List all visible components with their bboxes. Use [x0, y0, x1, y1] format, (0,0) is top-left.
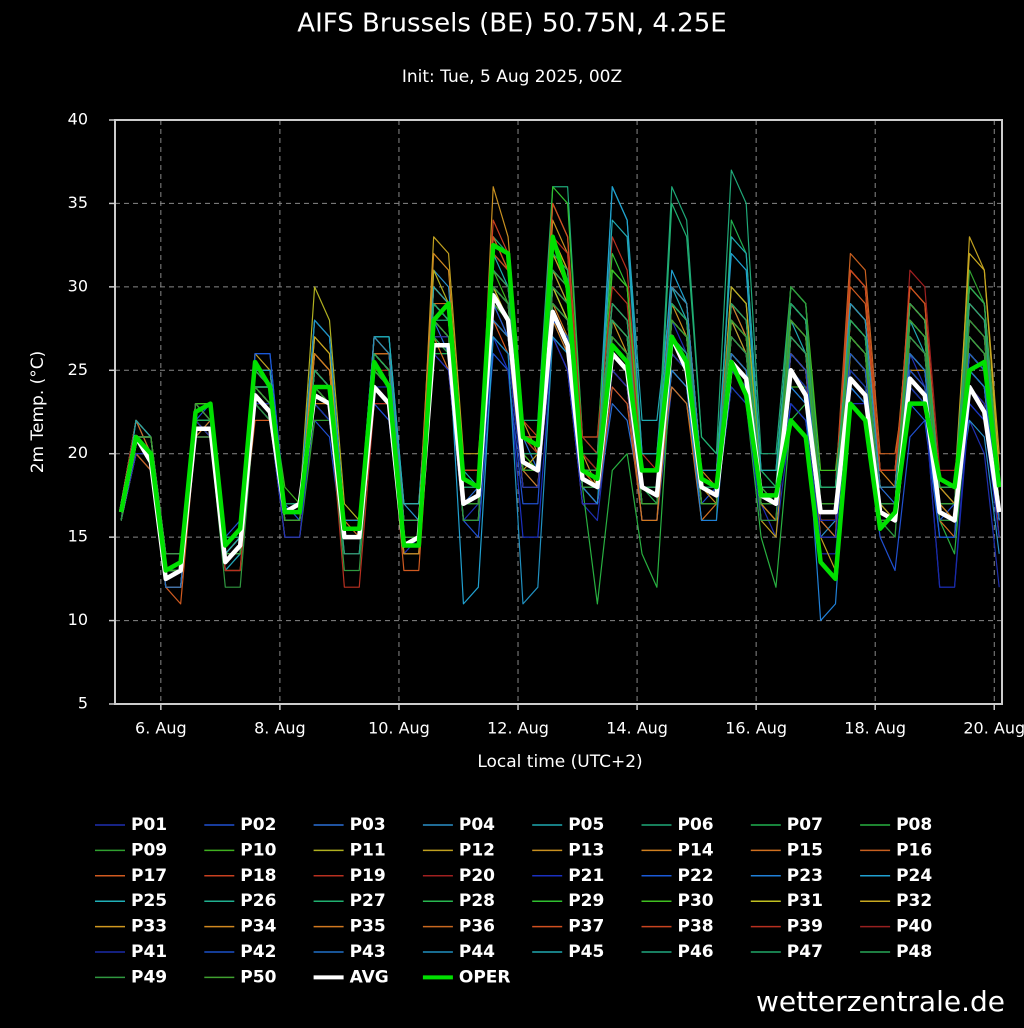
legend-label: P11 [350, 840, 386, 860]
legend-label: P23 [787, 866, 823, 886]
legend-label: P09 [131, 840, 167, 860]
legend-label: P04 [459, 815, 495, 835]
y-tick-label: 25 [68, 360, 88, 379]
legend-label: P46 [678, 942, 714, 962]
x-tick-label: 18. Aug [844, 719, 906, 738]
legend-label: P17 [131, 866, 167, 886]
legend-label: P38 [678, 917, 714, 937]
legend-label: P26 [240, 891, 276, 911]
x-tick-label: 16. Aug [725, 719, 787, 738]
y-tick-label: 35 [68, 193, 88, 212]
legend-label: P01 [131, 815, 167, 835]
legend-label: P24 [896, 866, 932, 886]
legend-label: P21 [568, 866, 604, 886]
chart-title: AIFS Brussels (BE) 50.75N, 4.25E [297, 9, 726, 39]
legend-label: P13 [568, 840, 604, 860]
y-tick-label: 10 [68, 610, 88, 629]
legend-label: P07 [787, 815, 823, 835]
legend-label: P22 [678, 866, 714, 886]
plot-frame [114, 119, 1003, 705]
axes: 5 10 15 20 25 30 35 40 6. Aug 8. Aug 10. Aug 12. Au… [68, 110, 1024, 738]
legend-label: P34 [240, 917, 276, 937]
legend: P01 P02 P03 P04 P05 P06 P07 P08 P09 P10 P11 P12 P13 P… [95, 815, 932, 987]
x-tick-label: 20. Aug [963, 719, 1024, 738]
legend-label: P15 [787, 840, 823, 860]
legend-label: P37 [568, 917, 604, 937]
legend-label: P03 [350, 815, 386, 835]
legend-label: P35 [350, 917, 386, 937]
legend-label: P43 [350, 942, 386, 962]
legend-label: AVG [350, 967, 389, 987]
legend-label: P27 [350, 891, 386, 911]
legend-label: P05 [568, 815, 604, 835]
legend-label: P33 [131, 917, 167, 937]
legend-label: P29 [568, 891, 604, 911]
legend-label: P28 [459, 891, 495, 911]
legend-label: P20 [459, 866, 495, 886]
series-line [118, 292, 1002, 582]
series-line [120, 286, 1000, 605]
legend-label: P41 [131, 942, 167, 962]
legend-label: P49 [131, 967, 167, 987]
legend-label: P45 [568, 942, 604, 962]
legend-label: P08 [896, 815, 932, 835]
series-line [118, 234, 1002, 582]
y-tick-label: 5 [78, 694, 88, 713]
series-line [120, 302, 1000, 572]
legend-label: P12 [459, 840, 495, 860]
legend-label: P06 [678, 815, 714, 835]
y-tick-label: 15 [68, 527, 88, 546]
legend-label: P36 [459, 917, 495, 937]
plot-lines [118, 169, 1002, 622]
y-tick-label: 20 [68, 443, 88, 462]
x-tick-label: 12. Aug [487, 719, 549, 738]
legend-label: P31 [787, 891, 823, 911]
x-tick-label: 10. Aug [368, 719, 430, 738]
legend-label: P10 [240, 840, 276, 860]
legend-label: P16 [896, 840, 932, 860]
legend-label: P40 [896, 917, 932, 937]
legend-label: P19 [350, 866, 386, 886]
chart-subtitle: Init: Tue, 5 Aug 2025, 00Z [402, 67, 622, 87]
legend-label: P14 [678, 840, 714, 860]
x-axis-label: Local time (UTC+2) [477, 752, 642, 772]
legend-label: P25 [131, 891, 167, 911]
legend-label: P32 [896, 891, 932, 911]
x-tick-label: 8. Aug [254, 719, 306, 738]
legend-label: P48 [896, 942, 932, 962]
legend-label: P39 [787, 917, 823, 937]
legend-label: P50 [240, 967, 276, 987]
footer-credit: wetterzentrale.de [756, 985, 1005, 1018]
y-tick-label: 40 [68, 110, 88, 129]
legend-label: OPER [459, 967, 511, 987]
legend-label: P44 [459, 942, 495, 962]
x-tick-label: 6. Aug [135, 719, 187, 738]
legend-label: P42 [240, 942, 276, 962]
y-axis-label: 2m Temp. (°C) [28, 351, 48, 474]
legend-label: P02 [240, 815, 276, 835]
legend-label: P47 [787, 942, 823, 962]
x-tick-label: 14. Aug [606, 719, 668, 738]
legend-label: P18 [240, 866, 276, 886]
legend-label: P30 [678, 891, 714, 911]
y-tick-label: 30 [68, 276, 88, 295]
